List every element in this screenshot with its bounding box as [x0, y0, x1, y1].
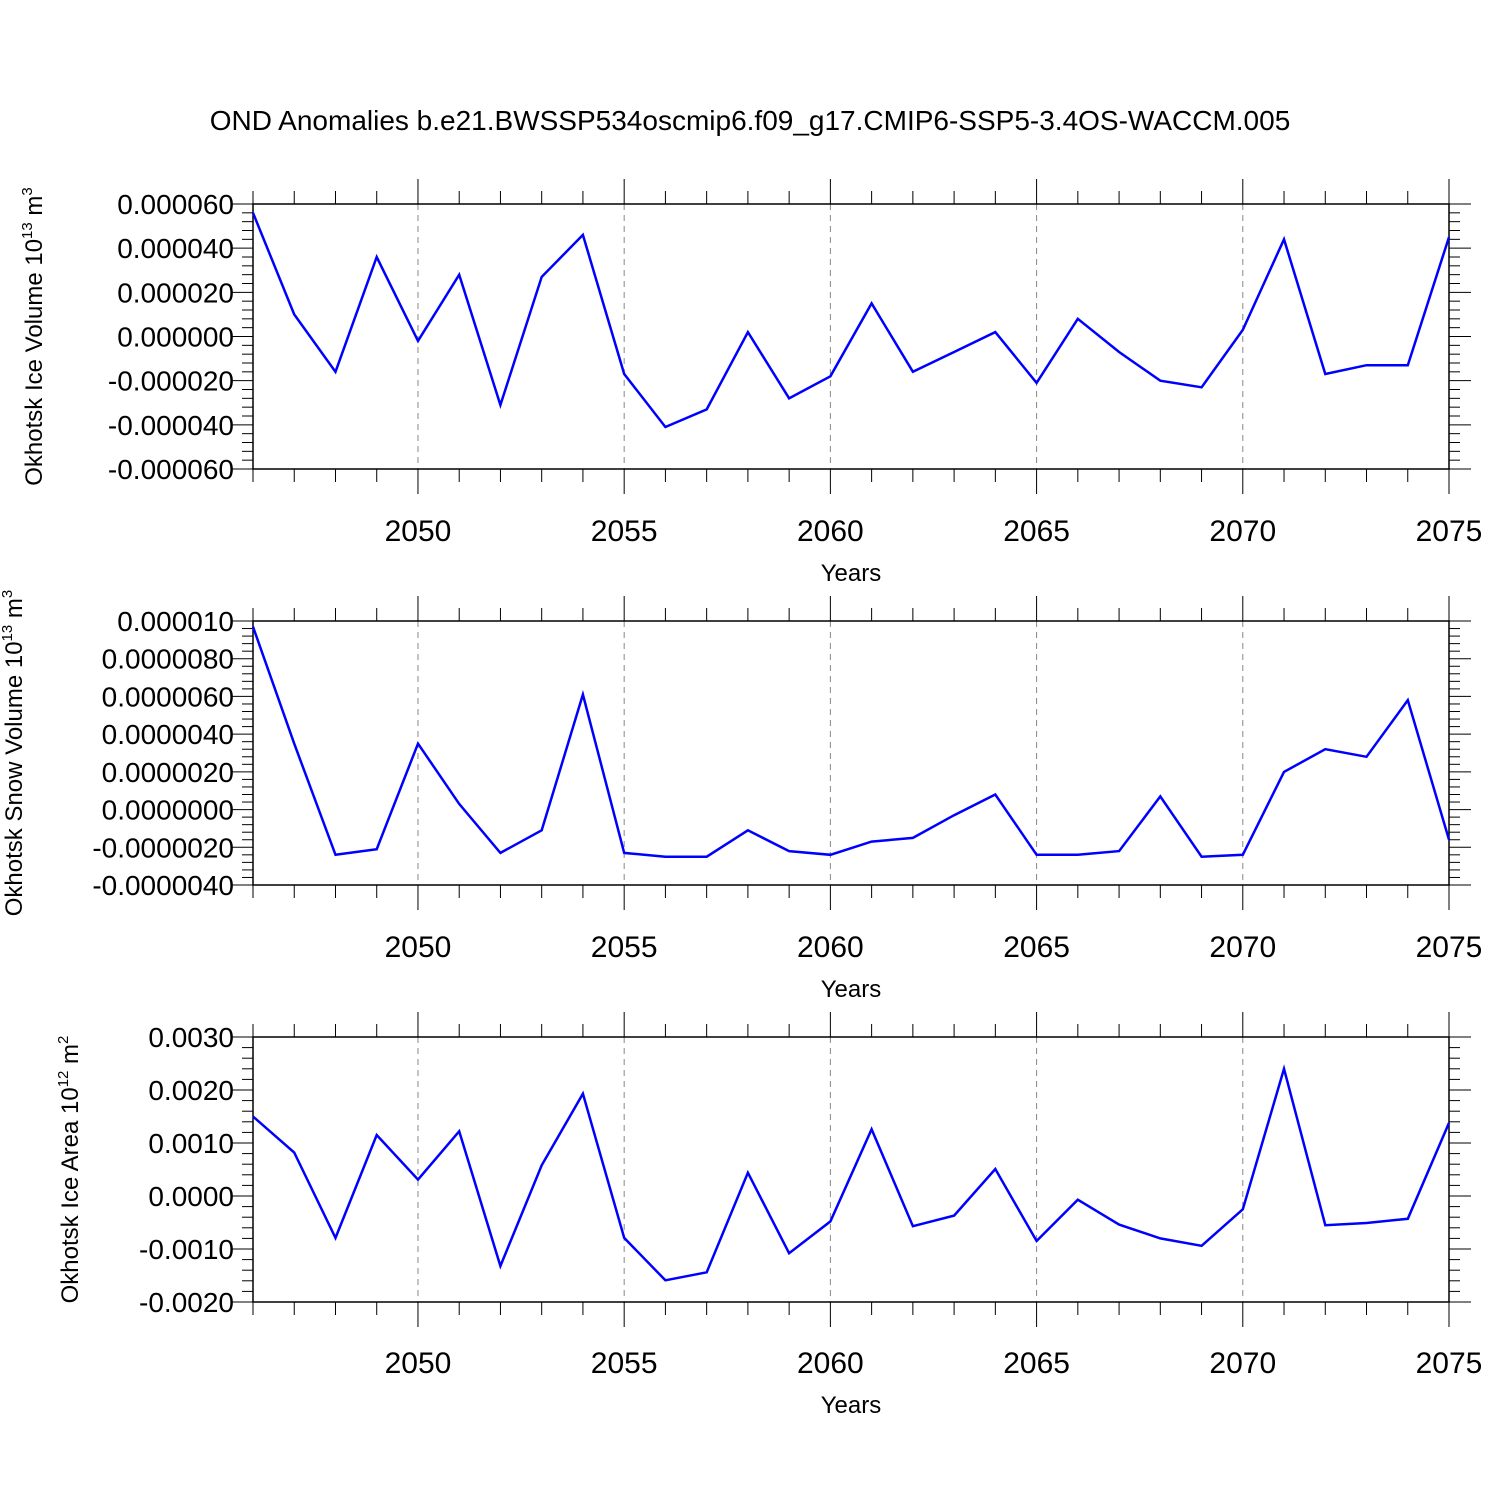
chart-panel-3: 0.0030 0.0020 0.0010 0.0000 -0.0010 -0.0020 20… — [55, 1012, 1482, 1419]
y-tick-label: 0.000040 — [117, 233, 234, 264]
y-tick-label: 0.0010 — [148, 1128, 234, 1159]
x-axis-label: Years — [821, 976, 882, 1003]
y-tick-label: 0.0000040 — [102, 719, 234, 750]
x-tick-label: 2065 — [1003, 515, 1070, 548]
x-tick-label: 2060 — [797, 931, 864, 964]
y-tick-label: 0.0000060 — [102, 681, 234, 712]
x-tick-label: 2055 — [591, 1347, 658, 1380]
y-tick-label: 0.000020 — [117, 277, 234, 308]
y-axis-label-exponent: 12 — [55, 1071, 72, 1088]
x-tick-label: 2075 — [1416, 1347, 1483, 1380]
x-tick-label: 2060 — [797, 515, 864, 548]
x-tick-label: 2075 — [1416, 515, 1483, 548]
y-axis-label-unit: m — [1, 598, 28, 625]
y-tick-label: 0.0000000 — [102, 795, 234, 826]
y-axis-label-text: Okhotsk Snow Volume 10 — [1, 641, 28, 916]
x-tick-label: 2070 — [1209, 515, 1276, 548]
y-tick-label: -0.000060 — [108, 454, 234, 485]
x-tick-label: 2070 — [1209, 1347, 1276, 1380]
y-axis-label: Okhotsk Snow Volume 1013 m3 — [0, 590, 28, 917]
y-tick-label: 0.000000 — [117, 322, 234, 353]
x-tick-label: 2070 — [1209, 931, 1276, 964]
y-axis-label-unit-exponent: 2 — [55, 1036, 72, 1044]
y-tick-label: 0.0000020 — [102, 757, 234, 788]
y-axis-label-unit: m — [21, 196, 48, 223]
y-tick-label: -0.0020 — [139, 1287, 234, 1318]
x-axis-label: Years — [821, 560, 882, 587]
x-tick-label: 2050 — [385, 931, 452, 964]
y-tick-label: 0.0000 — [148, 1181, 234, 1212]
x-tick-label: 2050 — [385, 515, 452, 548]
y-axis-label-exponent: 13 — [0, 625, 16, 642]
y-axis-label-unit-exponent: 3 — [19, 187, 36, 195]
x-tick-label: 2060 — [797, 1347, 864, 1380]
x-tick-label: 2055 — [591, 931, 658, 964]
y-axis-label-unit: m — [57, 1044, 84, 1071]
y-axis-label: Okhotsk Ice Volume 1013 m3 — [19, 187, 48, 486]
x-tick-label: 2065 — [1003, 1347, 1070, 1380]
y-tick-label: -0.0000020 — [92, 832, 234, 863]
x-tick-label: 2075 — [1416, 931, 1483, 964]
y-tick-label: 0.0000080 — [102, 644, 234, 675]
y-axis-label-text: Okhotsk Ice Volume 10 — [21, 239, 48, 486]
chart-panel-1: 0.000060 0.000040 0.000020 0.000000 -0.00002… — [19, 179, 1482, 587]
chart-panel-2: 0.000010 0.0000080 0.0000060 0.0000040 0.000… — [0, 590, 1482, 1003]
y-axis-label-text: Okhotsk Ice Area 10 — [57, 1087, 84, 1303]
y-axis-label-unit-exponent: 3 — [0, 590, 16, 598]
series-line — [251, 212, 1451, 429]
series-line — [252, 1064, 1451, 1282]
y-tick-label: -0.000040 — [108, 410, 234, 441]
y-tick-label: 0.0030 — [148, 1022, 234, 1053]
x-tick-label: 2055 — [591, 515, 658, 548]
y-tick-label: 0.000010 — [117, 606, 234, 637]
plot-frame — [252, 1036, 1450, 1303]
y-axis-label: Okhotsk Ice Area 1012 m2 — [55, 1036, 84, 1304]
y-tick-label: 0.0020 — [148, 1075, 234, 1106]
chart-title: OND Anomalies b.e21.BWSSP534oscmip6.f09_… — [210, 105, 1291, 136]
y-axis-label-exponent: 13 — [19, 222, 36, 239]
y-tick-label: -0.000020 — [108, 366, 234, 397]
plot-frame — [252, 203, 1450, 470]
x-axis-label: Years — [821, 1392, 882, 1419]
y-tick-label: -0.0000040 — [92, 870, 234, 901]
plot-frame — [252, 620, 1450, 886]
x-tick-label: 2065 — [1003, 931, 1070, 964]
y-tick-label: -0.0010 — [139, 1234, 234, 1265]
x-tick-label: 2050 — [385, 1347, 452, 1380]
series-line — [251, 626, 1451, 858]
y-tick-label: 0.000060 — [117, 189, 234, 220]
